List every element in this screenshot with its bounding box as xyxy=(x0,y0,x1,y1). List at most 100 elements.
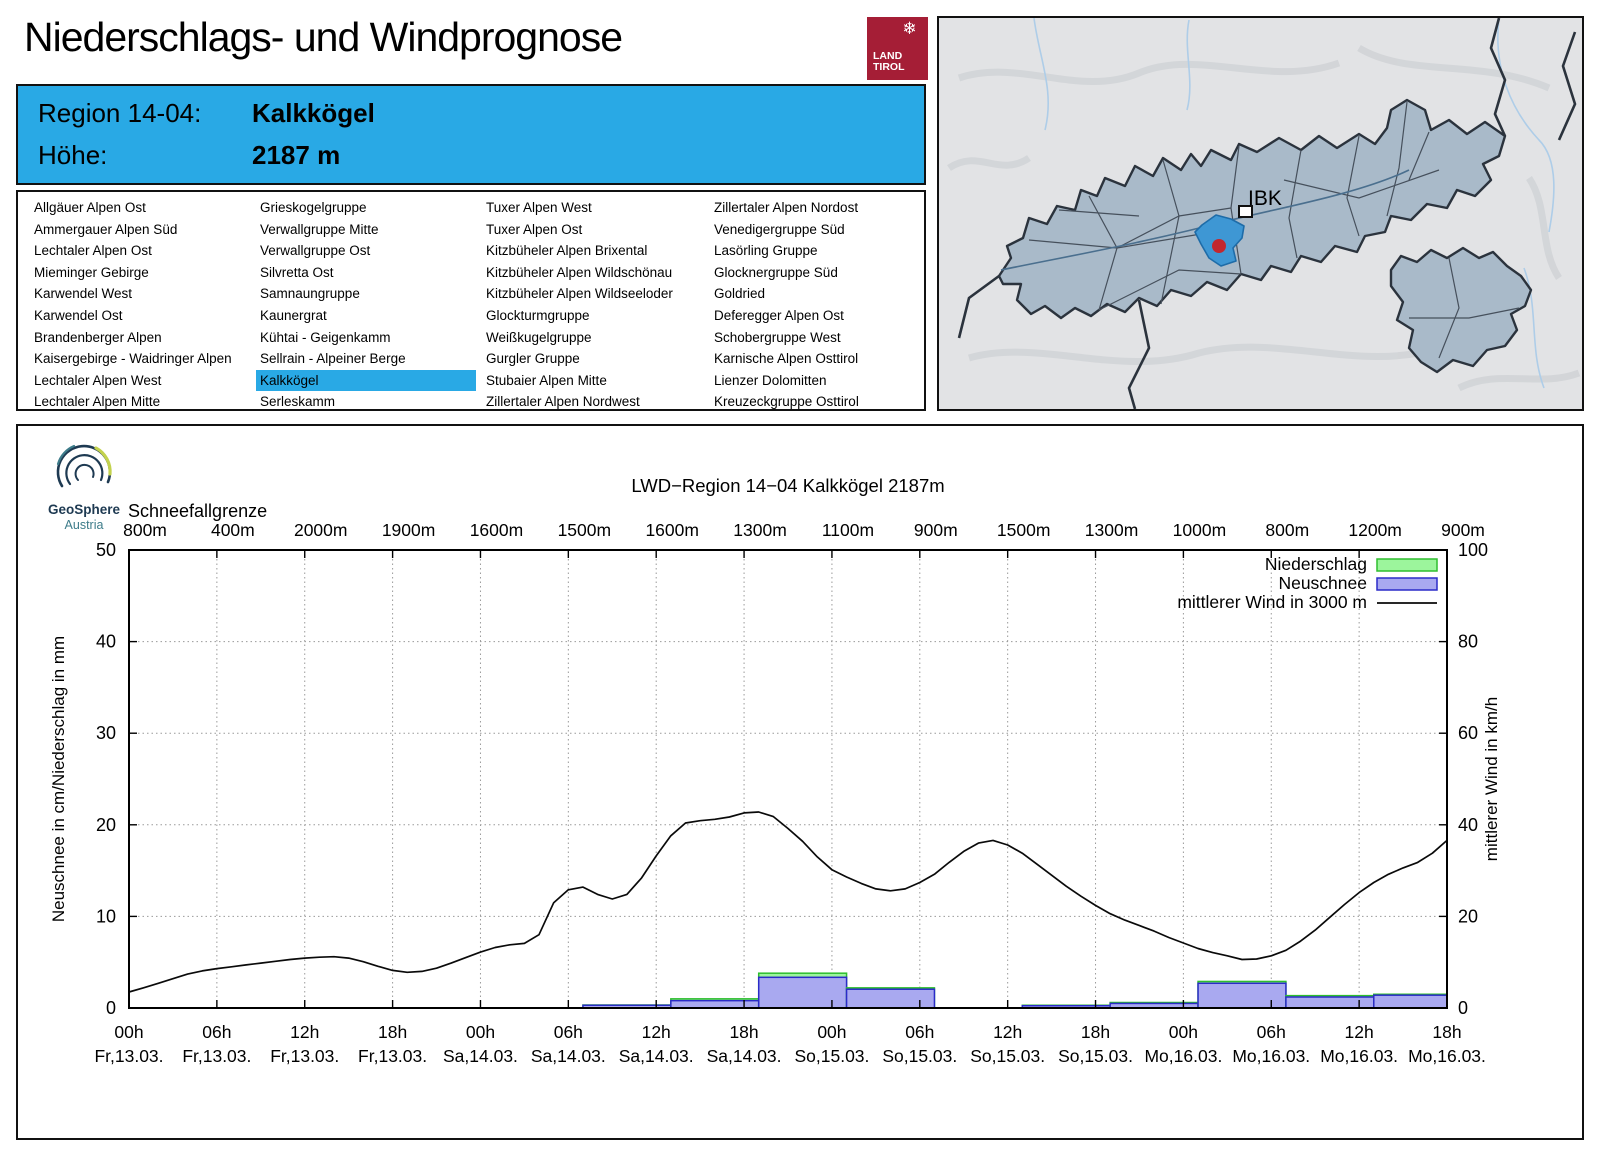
x-tick-time-label: 18h xyxy=(1432,1022,1461,1042)
region-list-item[interactable]: Brandenberger Alpen xyxy=(34,329,162,345)
x-tick-date-label: Sa,14.03. xyxy=(443,1046,518,1066)
x-tick-time-label: 00h xyxy=(1169,1022,1198,1042)
elevation-value: 2187 m xyxy=(252,140,341,170)
geosphere-arc xyxy=(65,454,104,486)
region-list-item[interactable]: Sellrain - Alpeiner Berge xyxy=(260,351,406,367)
region-list-item[interactable]: Kitzbüheler Alpen Wildschönau xyxy=(486,264,673,280)
tirol-map-panel: IBK xyxy=(937,16,1584,411)
region-list-item[interactable]: Karwendel West xyxy=(34,286,133,302)
snow-bar xyxy=(757,976,848,1009)
snowline-label: Schneefallgrenze xyxy=(128,501,267,521)
right-axis-tick-label: 40 xyxy=(1458,815,1478,835)
x-tick-date-label: So,15.03. xyxy=(1058,1046,1133,1066)
left-axis-tick-label: 20 xyxy=(96,815,116,835)
region-list-item[interactable]: Kitzbüheler Alpen Wildseeloder xyxy=(486,286,673,302)
region-list-item[interactable]: Lechtaler Alpen Mitte xyxy=(34,394,161,410)
region-list-item[interactable]: Stubaier Alpen Mitte xyxy=(486,372,607,388)
region-list-item[interactable]: Kaunergrat xyxy=(260,307,327,323)
region-list-item[interactable]: Samnaungruppe xyxy=(260,286,360,302)
snowline-value: 1600m xyxy=(645,520,699,540)
snowline-value: 1100m xyxy=(822,520,874,540)
legend-label: Neuschnee xyxy=(1278,573,1367,593)
region-row: Region 14-04: Kalkkögel xyxy=(18,98,924,138)
x-tick-time-label: 18h xyxy=(729,1022,758,1042)
region-list-item[interactable]: Schobergruppe West xyxy=(714,329,841,345)
x-tick-time-label: 12h xyxy=(1345,1022,1374,1042)
region-list-item[interactable]: Ammergauer Alpen Süd xyxy=(34,221,178,237)
region-list-item[interactable]: Lienzer Dolomitten xyxy=(714,372,827,388)
snowline-value: 1500m xyxy=(997,520,1051,540)
land-tirol-logo: ❄ LAND TIROL xyxy=(867,17,928,80)
region-list-item[interactable]: Kreuzeckgruppe Osttirol xyxy=(714,394,859,410)
region-list-item[interactable]: Kühtai - Geigenkamm xyxy=(260,329,391,345)
legend-label: mittlerer Wind in 3000 m xyxy=(1177,592,1367,612)
region-list-item-selected[interactable]: Kalkkögel xyxy=(256,369,476,392)
region-list-item[interactable]: Verwallgruppe Mitte xyxy=(260,221,379,237)
snow-bar xyxy=(1285,996,1375,1009)
geosphere-name-label: GeoSphere xyxy=(48,502,121,517)
region-list-item[interactable]: Goldried xyxy=(714,286,766,302)
region-list-item[interactable]: Lasörling Gruppe xyxy=(714,243,818,259)
x-tick-time-label: 12h xyxy=(290,1022,319,1042)
snow-bar xyxy=(670,999,760,1009)
snowline-value: 800m xyxy=(123,520,167,540)
x-tick-date-label: Fr,13.03. xyxy=(270,1046,339,1066)
region-list-item[interactable]: Serleskamm xyxy=(260,394,336,410)
region-list-item[interactable]: Kitzbüheler Alpen Brixental xyxy=(486,243,648,259)
x-tick-date-label: So,15.03. xyxy=(970,1046,1045,1066)
geosphere-country-label: Austria xyxy=(65,518,104,532)
region-list-item[interactable]: Mieminger Gebirge xyxy=(34,264,149,280)
x-tick-date-label: Sa,14.03. xyxy=(707,1046,782,1066)
right-axis-tick-label: 80 xyxy=(1458,632,1478,652)
ibk-marker xyxy=(1238,205,1253,218)
x-tick-time-label: 00h xyxy=(114,1022,143,1042)
page-title: Niederschlags- und Windprognose xyxy=(24,14,623,60)
region-list-item[interactable]: Glocknergruppe Süd xyxy=(714,264,838,280)
x-tick-date-label: Fr,13.03. xyxy=(94,1046,163,1066)
region-list-item[interactable]: Tuxer Alpen Ost xyxy=(486,221,583,237)
snowline-value: 1300m xyxy=(733,520,787,540)
ibk-label: IBK xyxy=(1248,187,1282,210)
left-axis-tick-label: 10 xyxy=(96,906,116,926)
x-tick-time-label: 18h xyxy=(378,1022,407,1042)
region-list-item[interactable]: Lechtaler Alpen West xyxy=(34,372,162,388)
region-list-item[interactable]: Deferegger Alpen Ost xyxy=(714,307,844,323)
region-list-item[interactable]: Karwendel Ost xyxy=(34,307,123,323)
plot-frame xyxy=(128,549,1448,1009)
region-list-item[interactable]: Zillertaler Alpen Nordwest xyxy=(486,394,640,410)
region-list-item[interactable]: Grieskogelgruppe xyxy=(260,200,367,215)
region-list-item[interactable]: Glockturmgruppe xyxy=(486,307,590,323)
x-tick-date-label: Mo,16.03. xyxy=(1232,1046,1310,1066)
region-list-column: Grieskogelgruppe Verwallgruppe Mitte Verwa… xyxy=(256,197,476,413)
region-list-item[interactable]: Silvretta Ost xyxy=(260,264,334,280)
right-axis-tick-label: 0 xyxy=(1458,998,1468,1018)
wind-line xyxy=(128,811,1448,993)
right-axis-tick-label: 60 xyxy=(1458,723,1478,743)
region-list-item[interactable]: Allgäuer Alpen Ost xyxy=(34,200,146,215)
snowline-value: 800m xyxy=(1265,520,1309,540)
region-list-item[interactable]: Karnische Alpen Osttirol xyxy=(714,351,859,367)
geosphere-arc xyxy=(94,446,112,476)
region-list-column: Tuxer Alpen West Tuxer Alpen Ost Kitzbühel… xyxy=(482,197,702,413)
x-tick-time-label: 06h xyxy=(905,1022,934,1042)
x-tick-date-label: Mo,16.03. xyxy=(1320,1046,1398,1066)
region-list-item[interactable]: Venedigergruppe Süd xyxy=(714,221,845,237)
left-axis-tick-label: 0 xyxy=(106,998,116,1018)
x-tick-date-label: Fr,13.03. xyxy=(358,1046,427,1066)
region-list-item[interactable]: Zillertaler Alpen Nordost xyxy=(714,200,859,215)
river-lines xyxy=(1033,18,1555,389)
region-list-item[interactable]: Weißkugelgruppe xyxy=(486,329,592,345)
x-tick-date-label: Mo,16.03. xyxy=(1408,1046,1486,1066)
region-list-item[interactable]: Tuxer Alpen West xyxy=(486,200,592,215)
region-list-item[interactable]: Lechtaler Alpen Ost xyxy=(34,243,152,259)
snowline-value: 1300m xyxy=(1085,520,1139,540)
region-list-item[interactable]: Kaisergebirge - Waidringer Alpen xyxy=(34,351,232,367)
geosphere-arc xyxy=(56,444,76,466)
x-tick-time-label: 18h xyxy=(1081,1022,1110,1042)
region-list-item[interactable]: Gurgler Gruppe xyxy=(486,351,580,367)
right-axis-tick-label: 100 xyxy=(1458,540,1488,560)
region-list-item[interactable]: Verwallgruppe Ost xyxy=(260,243,371,259)
x-tick-date-label: Fr,13.03. xyxy=(182,1046,251,1066)
x-tick-time-label: 06h xyxy=(202,1022,231,1042)
